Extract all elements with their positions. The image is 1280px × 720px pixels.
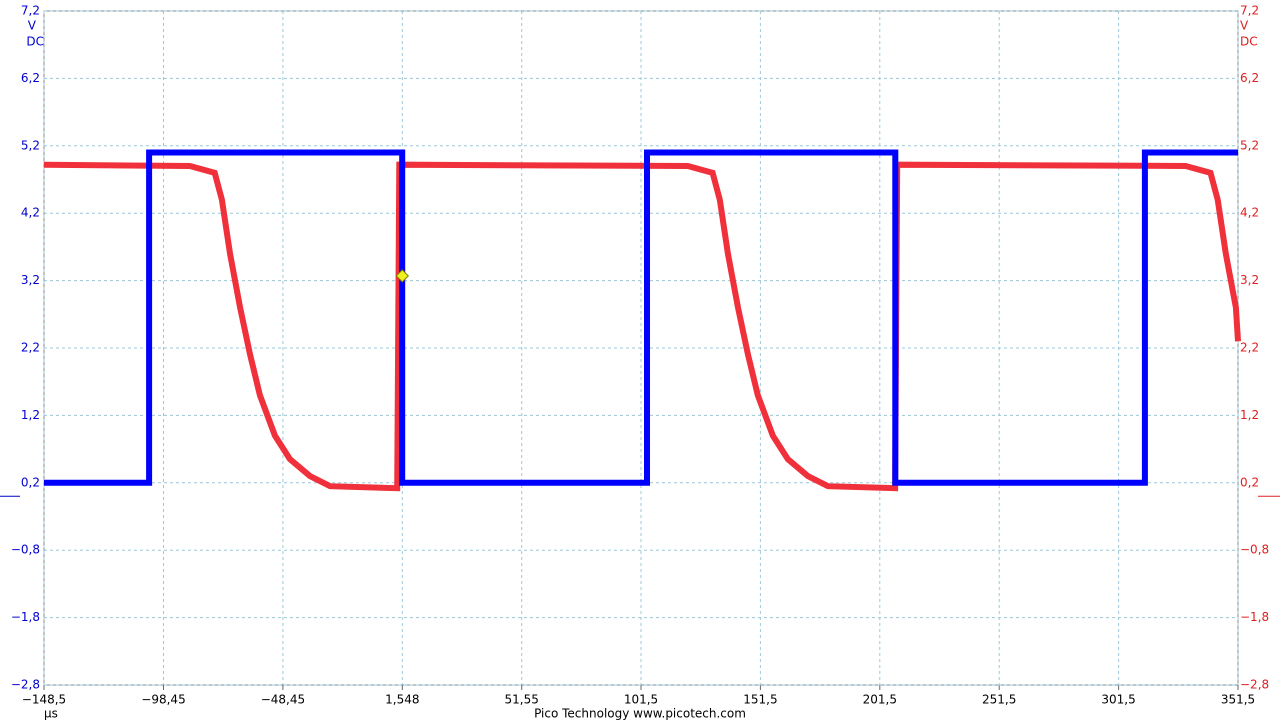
y-tick-label: 5,2: [21, 138, 40, 152]
y-tick-label: 1,2: [21, 408, 40, 422]
y2-tick-label: 0,2: [1240, 475, 1259, 489]
y2-coupling: DC: [1240, 35, 1258, 49]
y-coupling: DC: [26, 35, 44, 49]
y-tick-label: −1,8: [11, 610, 40, 624]
y-tick-label: 4,2: [21, 206, 40, 220]
y2-tick-label: 6,2: [1240, 71, 1259, 85]
y-tick-label: −0,8: [11, 543, 40, 557]
y2-tick-label: 3,2: [1240, 273, 1259, 287]
y2-tick-label: 2,2: [1240, 341, 1259, 355]
x-tick-label: 101,5: [624, 693, 658, 707]
y2-tick-label: 4,2: [1240, 206, 1259, 220]
x-tick-label: 51,55: [505, 693, 539, 707]
y-unit: V: [28, 19, 37, 33]
x-tick-label: 251,5: [982, 693, 1016, 707]
y-tick-label: 7,2: [21, 4, 40, 18]
trace: [44, 149, 1238, 486]
y-tick-label: 6,2: [21, 71, 40, 85]
x-tick-label: 201,5: [863, 693, 897, 707]
y2-tick-label: 1,2: [1240, 408, 1259, 422]
y2-tick-label: −1,8: [1240, 610, 1269, 624]
trace: [43, 161, 1241, 492]
y2-unit: V: [1240, 19, 1249, 33]
x-tick-label: 301,5: [1101, 693, 1135, 707]
x-tick-label: −148,5: [22, 693, 66, 707]
x-tick-label: 1,548: [385, 693, 419, 707]
x-unit: µs: [44, 707, 58, 720]
x-tick-label: −98,45: [141, 693, 185, 707]
y2-tick-label: −2,8: [1240, 678, 1269, 692]
y-tick-label: −2,8: [11, 678, 40, 692]
x-tick-label: 151,5: [743, 693, 777, 707]
x-tick-label: 351,5: [1221, 693, 1255, 707]
y-tick-label: 2,2: [21, 341, 40, 355]
y2-tick-label: 5,2: [1240, 138, 1259, 152]
y2-tick-label: −0,8: [1240, 543, 1269, 557]
y-tick-label: 0,2: [21, 475, 40, 489]
trigger-marker: [395, 269, 410, 283]
y-tick-label: 3,2: [21, 273, 40, 287]
x-tick-label: −48,45: [261, 693, 305, 707]
y2-tick-label: 7,2: [1240, 4, 1259, 18]
footer: Pico Technology www.picotech.com: [534, 707, 746, 720]
